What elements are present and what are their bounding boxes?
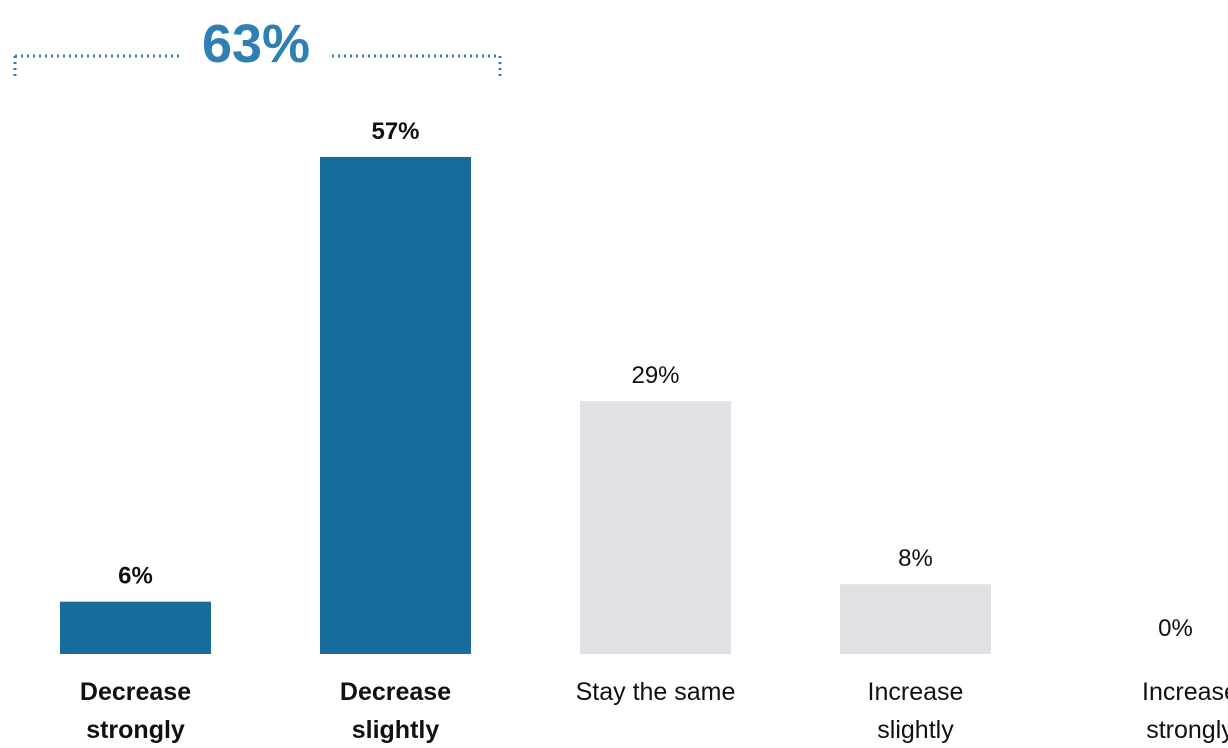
value-label-3: 8% — [898, 545, 933, 572]
category-label-3: Increase slightly — [868, 678, 964, 744]
category-labels-group: Decrease strongly Decrease slightly Stay the… — [80, 678, 1228, 744]
bars-group — [60, 157, 991, 654]
bar-0 — [60, 601, 211, 654]
value-label-0: 6% — [118, 563, 153, 590]
category-label-2: Stay the same — [576, 678, 736, 706]
category-label-0: Decrease strongly — [80, 678, 191, 744]
bar-3 — [840, 584, 991, 654]
bar-2 — [580, 401, 731, 654]
value-label-2: 29% — [631, 362, 679, 389]
bar-1 — [320, 157, 471, 654]
value-labels-group: 6% 57% 29% 8% 0% — [118, 118, 1193, 642]
summary-label: 63% — [202, 14, 310, 74]
value-label-4: 0% — [1158, 615, 1193, 642]
value-label-1: 57% — [371, 118, 419, 145]
summary-bracket: 63% — [13, 14, 502, 79]
category-label-4: Increasestrongly — [1142, 678, 1228, 744]
category-label-1: Decrease slightly — [340, 678, 451, 744]
